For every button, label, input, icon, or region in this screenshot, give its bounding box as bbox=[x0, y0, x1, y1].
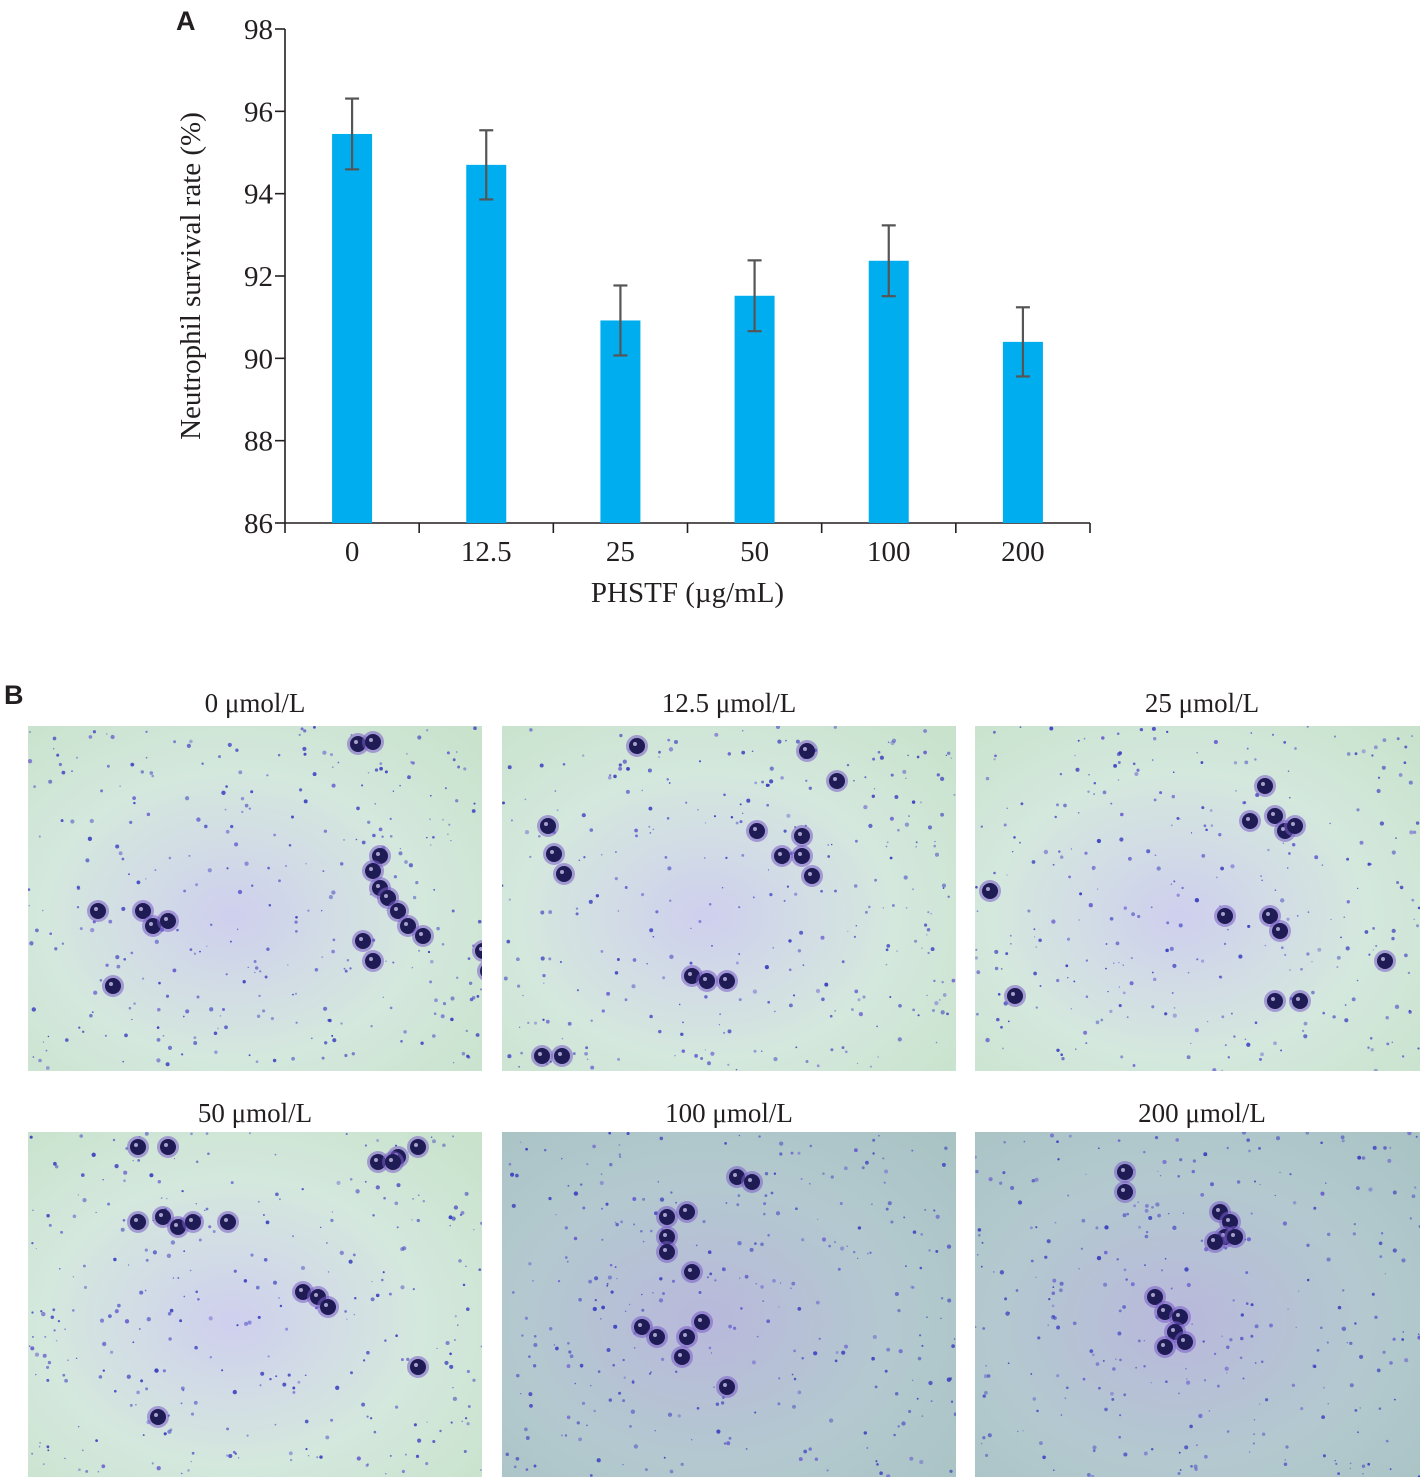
y-tick-label: 94 bbox=[244, 179, 274, 211]
micrograph-graphic bbox=[28, 726, 482, 1071]
bar bbox=[734, 295, 775, 523]
micrograph-caption-100: 100 μmol/L bbox=[665, 1098, 793, 1128]
x-tick-label: 0 bbox=[345, 536, 360, 568]
x-tick-label: 200 bbox=[1001, 536, 1045, 568]
micrograph-graphic bbox=[502, 726, 956, 1071]
y-tick-label: 86 bbox=[244, 508, 273, 540]
micrograph-graphic bbox=[975, 726, 1420, 1071]
chart-axes bbox=[275, 28, 1091, 533]
y-tick-label: 92 bbox=[244, 261, 273, 293]
x-tick-label: 100 bbox=[867, 536, 911, 568]
micrograph-graphic bbox=[975, 1132, 1420, 1477]
y-axis-title: Neutrophil survival rate (%) bbox=[175, 112, 207, 440]
x-axis-title: PHSTF (µg/mL) bbox=[591, 577, 784, 609]
y-tick-label: 88 bbox=[244, 426, 273, 458]
micrograph-image bbox=[28, 726, 482, 1071]
x-tick-label: 50 bbox=[740, 536, 769, 568]
bar bbox=[466, 164, 507, 523]
micrograph-caption-0: 0 μmol/L bbox=[204, 688, 306, 718]
bar bbox=[868, 260, 909, 523]
micrograph-caption-12-5: 12.5 μmol/L bbox=[661, 688, 797, 718]
survival-bar-chart: 86 88 90 92 94 96 98 0 12.5 25 50 100 200 PHSTF (µg/m… bbox=[175, 14, 1091, 609]
micrograph-caption-50: 50 μmol/L bbox=[197, 1098, 313, 1128]
bar bbox=[332, 133, 373, 523]
micrograph-graphic bbox=[28, 1132, 482, 1477]
panel-a-label: A bbox=[176, 6, 196, 36]
micrograph-graphic bbox=[502, 1132, 956, 1477]
y-tick-label: 90 bbox=[244, 343, 273, 375]
micrograph-image bbox=[502, 1132, 956, 1477]
y-tick-label: 96 bbox=[244, 96, 273, 128]
micrograph-caption-25: 25 μmol/L bbox=[1144, 688, 1260, 718]
chart-error-bars bbox=[345, 97, 1030, 378]
micrograph-image bbox=[975, 1132, 1420, 1477]
micrograph-image bbox=[28, 1132, 482, 1477]
micrograph-image bbox=[975, 726, 1420, 1071]
micrograph-caption-200: 200 μmol/L bbox=[1138, 1098, 1266, 1128]
micrograph-image bbox=[502, 726, 956, 1071]
x-tick-label: 25 bbox=[606, 536, 635, 568]
y-tick-label: 98 bbox=[244, 14, 273, 46]
chart-bars bbox=[332, 133, 1043, 523]
x-tick-label: 12.5 bbox=[461, 536, 512, 568]
panel-b-label: B bbox=[4, 680, 24, 710]
chart-labels: 86 88 90 92 94 96 98 0 12.5 25 50 100 200 PHSTF (µg/m… bbox=[175, 14, 1045, 609]
